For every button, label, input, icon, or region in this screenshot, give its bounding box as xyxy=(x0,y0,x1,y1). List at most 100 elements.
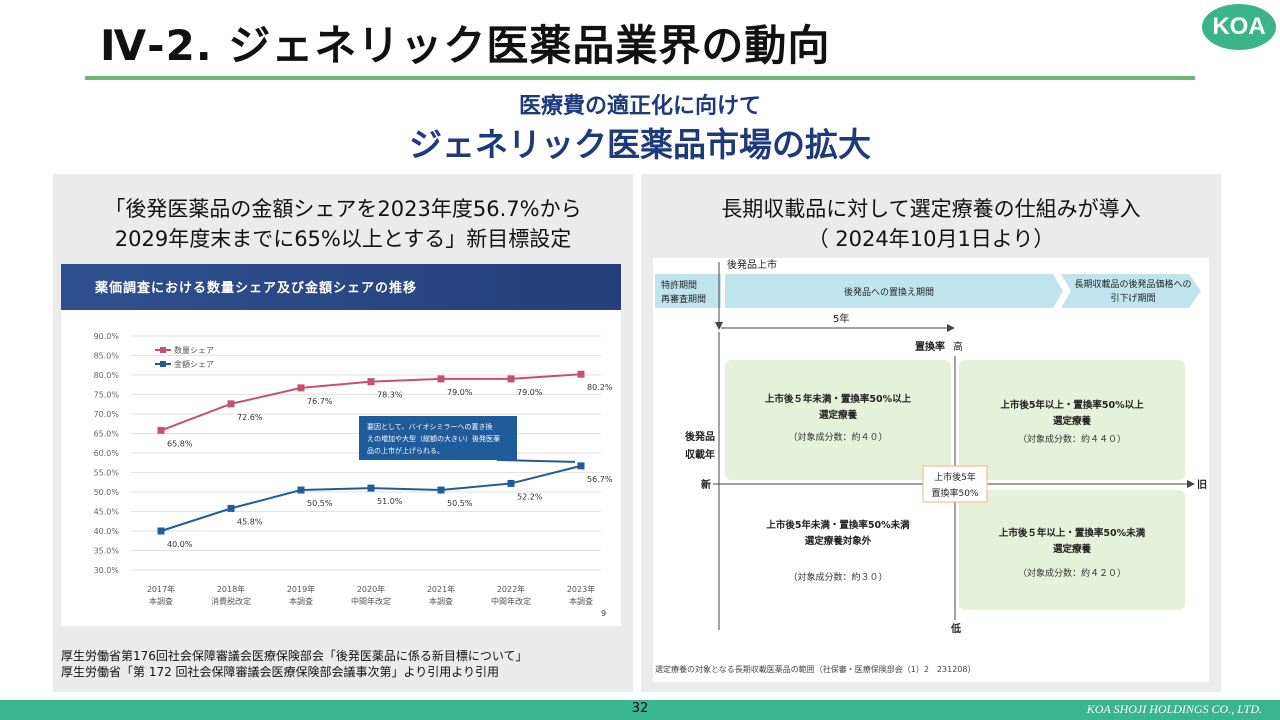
footer-bar xyxy=(0,700,1280,720)
quadrant-q4 xyxy=(959,490,1185,610)
annotation-text: 品の上市が上げられる。 xyxy=(367,446,444,455)
q1-line2: 選定療養 xyxy=(819,409,858,421)
diagram-source: 選定療養の対象となる長期収載医薬品の範囲（社保審・医療保険部会（1）2 2312… xyxy=(655,664,975,674)
y-tick-label: 30.0% xyxy=(94,566,120,575)
y-tick-label: 40.0% xyxy=(94,527,120,536)
q4-count: （対象成分数：約４２０） xyxy=(1018,567,1126,579)
data-point xyxy=(577,370,585,378)
data-label: 51.0% xyxy=(377,497,403,506)
page-title: Ⅳ-2. ジェネリック医薬品業界の動向 xyxy=(100,21,831,70)
center-label-1: 上市後5年 xyxy=(934,471,976,483)
x-tick-label: 2017年 xyxy=(147,584,175,594)
data-label: 72.6% xyxy=(237,413,263,422)
data-label: 40.0% xyxy=(167,540,193,549)
data-point xyxy=(157,527,165,535)
data-label: 50.5% xyxy=(307,499,333,508)
q1-count: （対象成分数：約４０） xyxy=(788,431,887,443)
left-source-note: 厚生労働省第176回社会保障審議会医療保険部会「後発医薬品に係る新目標について」… xyxy=(61,648,528,680)
chart-title: 薬価調査における数量シェア及び金額シェアの推移 xyxy=(95,281,418,296)
price-label-2: 引下げ期間 xyxy=(1110,293,1155,304)
x-tick-label: 2020年 xyxy=(357,584,385,594)
old-label: 旧 xyxy=(1197,479,1207,491)
data-label: 45.8% xyxy=(237,517,263,526)
price-period-arrow xyxy=(1061,274,1201,308)
x-tick-label: 2018年 xyxy=(217,584,245,594)
data-label: 65.8% xyxy=(167,439,193,448)
x-tick-sublabel: 本調査 xyxy=(289,596,313,606)
x-tick-label: 2022年 xyxy=(497,584,525,594)
price-label-1: 長期収載品の後発品価格への xyxy=(1074,278,1191,290)
patent-label-2: 再審査期間 xyxy=(661,293,706,305)
right-heading: 長期収載品に対して選定療養の仕組みが導入 （ 2024年10月1日より） xyxy=(641,194,1221,254)
data-point xyxy=(437,486,445,494)
data-point xyxy=(437,375,445,383)
company-name: KOA SHOJI HOLDINGS CO., LTD. xyxy=(1086,702,1262,716)
data-label: 79.0% xyxy=(517,388,543,397)
y-tick-label: 55.0% xyxy=(94,469,120,478)
share-chart: 薬価調査における数量シェア及び金額シェアの推移 90.0% 85.0% 80.0% 7… xyxy=(61,264,621,626)
annotation-box xyxy=(359,416,517,460)
low-label: 低 xyxy=(950,622,961,635)
patent-period-box xyxy=(655,274,721,308)
q4-line1: 上市後５年以上・置換率50%未満 xyxy=(999,527,1146,539)
chart-banner: 薬価調査における数量シェア及び金額シェアの推移 xyxy=(61,264,621,310)
q4-line2: 選定療養 xyxy=(1053,543,1092,555)
years-axis-2: 収載年 xyxy=(685,448,715,461)
patent-label-1: 特許期間 xyxy=(661,279,697,291)
data-label: 56.7% xyxy=(587,475,613,484)
right-heading-line1: 長期収載品に対して選定療養の仕組みが導入 xyxy=(721,197,1141,221)
company-logo: KOA xyxy=(1202,4,1276,50)
x-tick-sublabel: 消費税改定 xyxy=(211,596,251,606)
y-tick-label: 70.0% xyxy=(94,410,120,419)
x-tick-sublabel: 本調査 xyxy=(429,596,453,606)
data-point xyxy=(367,378,375,386)
diagram-svg: 後発品上市 特許期間 再審査期間 後発品への置換え期間 長期収載品の後発品価格へ… xyxy=(655,258,1207,674)
y-tick-label: 90.0% xyxy=(94,332,120,341)
left-panel: 「後発医薬品の金額シェアを2023年度56.7%から 2029年度末までに65%… xyxy=(53,174,633,692)
data-label: 50.5% xyxy=(447,499,473,508)
x-tick-sublabel: 本調査 xyxy=(149,596,173,606)
data-label: 79.0% xyxy=(447,388,473,397)
switch-period-arrow xyxy=(725,274,1063,308)
y-tick-label: 65.0% xyxy=(94,430,120,439)
line-chart-svg: 90.0% 85.0% 80.0% 75.0% 70.0% 65.0% 60.0% 55.0%… xyxy=(94,332,613,618)
y-tick-label: 45.0% xyxy=(94,508,120,517)
data-label: 52.2% xyxy=(517,492,543,501)
legend-label: 金額シェア xyxy=(174,359,214,369)
data-point xyxy=(507,479,515,487)
data-point xyxy=(367,484,375,492)
x-tick-sublabel: 本調査 xyxy=(569,596,593,606)
left-heading-line2: 2029年度末までに65%以上とする」新目標設定 xyxy=(114,227,572,251)
x-tick-sublabel: 中間年改定 xyxy=(351,596,391,606)
quadrant-q1 xyxy=(725,360,951,480)
annotation-pointer xyxy=(496,459,576,463)
left-heading-line1: 「後発医薬品の金額シェアを2023年度56.7%から xyxy=(104,197,582,221)
legend-label: 数量シェア xyxy=(174,345,214,355)
data-point xyxy=(157,426,165,434)
title-divider xyxy=(85,76,1195,80)
data-label: 80.2% xyxy=(587,383,613,392)
selection-diagram: 後発品上市 特許期間 再審査期間 後発品への置換え期間 長期収載品の後発品価格へ… xyxy=(653,258,1209,682)
q3-line1: 上市後5年未満・置換率50%未満 xyxy=(766,519,910,531)
high-label: 高 xyxy=(953,340,963,353)
q2-line1: 上市後5年以上・置換率50%以上 xyxy=(1000,399,1144,411)
subtitle-primary: 医療費の適正化に向けて xyxy=(518,94,761,119)
chart-page-mark: 9 xyxy=(601,609,606,618)
data-point xyxy=(227,400,235,408)
q3-count: （対象成分数：約３０） xyxy=(788,571,887,583)
legend-marker xyxy=(160,361,166,367)
data-point xyxy=(297,384,305,392)
quadrant-q2 xyxy=(959,360,1185,480)
q2-line2: 選定療養 xyxy=(1053,415,1092,427)
annotation-text: えの増加や大型（総額の大きい）後発医薬 xyxy=(367,434,500,443)
data-label: 78.3% xyxy=(377,391,403,400)
right-heading-line2: （ 2024年10月1日より） xyxy=(807,227,1055,251)
x-tick-label: 2023年 xyxy=(567,584,595,594)
annotation-text: 要因として、バイオシミラーへの置き換 xyxy=(367,422,492,431)
y-tick-label: 50.0% xyxy=(94,488,120,497)
data-point xyxy=(507,375,515,383)
launch-label: 後発品上市 xyxy=(727,258,777,271)
five-years-label: 5年 xyxy=(833,312,849,325)
source-line1: 厚生労働省第176回社会保障審議会医療保険部会「後発医薬品に係る新目標について」 xyxy=(61,649,528,663)
y-tick-label: 75.0% xyxy=(94,391,120,400)
